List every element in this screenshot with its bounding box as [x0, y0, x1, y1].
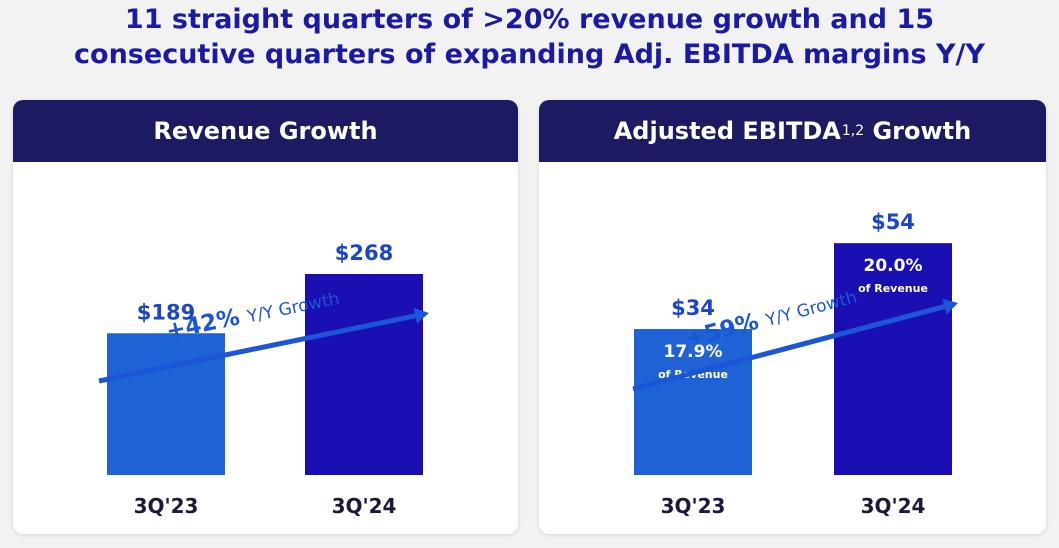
x-tick-label: 3Q'24: [332, 494, 397, 518]
ebitda-chart-title: Adjusted EBITDA: [613, 117, 841, 145]
growth-arrow-line: [98, 313, 416, 384]
headline-line-2: consecutive quarters of expanding Adj. E…: [74, 39, 985, 70]
revenue-chart-title: Revenue Growth: [153, 117, 378, 145]
bar-value-label: $189: [137, 300, 195, 324]
bar-prior-year: [107, 333, 225, 475]
revenue-growth-panel: Revenue Growth $189 3Q'23 $268 3Q'24 +42% Y/Y…: [13, 100, 518, 534]
growth-arrow-head: [413, 307, 429, 324]
slide-headline: 11 straight quarters of >20% revenue gro…: [0, 2, 1059, 72]
x-tick-label: 3Q'23: [134, 494, 199, 518]
growth-arrow-line: [632, 304, 946, 392]
bar-value-label: $268: [335, 241, 393, 265]
growth-arrow-head: [942, 298, 958, 315]
ebitda-panel-header: Adjusted EBITDA 1,2 Growth: [539, 100, 1046, 162]
bar-value-label: $54: [871, 210, 915, 234]
bar-current-year: [305, 274, 423, 475]
margin-caption-label: of Revenue: [858, 282, 928, 295]
ebitda-chart-title-suffix: Growth: [872, 117, 972, 145]
x-tick-label: 3Q'24: [861, 494, 926, 518]
headline-line-1: 11 straight quarters of >20% revenue gro…: [124, 4, 935, 35]
margin-percent-label: 17.9%: [664, 342, 723, 362]
ebitda-title-footnote: 1,2: [841, 123, 865, 139]
x-tick-label: 3Q'23: [661, 494, 726, 518]
bar-prior-year: [634, 329, 752, 475]
margin-percent-label: 20.0%: [864, 256, 923, 276]
bar-current-year: [834, 243, 952, 475]
bar-value-label: $34: [671, 296, 715, 320]
revenue-panel-header: Revenue Growth: [13, 100, 518, 162]
